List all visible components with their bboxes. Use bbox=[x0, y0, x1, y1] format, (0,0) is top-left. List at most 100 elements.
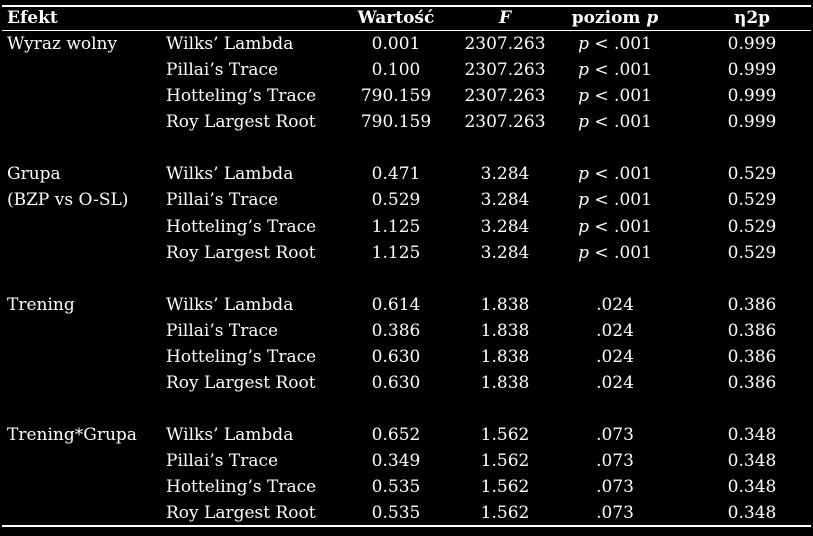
test-name: Hotteling’s Trace bbox=[166, 86, 317, 107]
p-value: .024 bbox=[596, 320, 634, 341]
p-symbol: p bbox=[578, 86, 589, 107]
header-effect: Efekt bbox=[7, 8, 58, 28]
eta-cell: 0.348 bbox=[727, 503, 777, 524]
p-cell: p < .001 bbox=[560, 190, 670, 210]
value-cell: 0.001 bbox=[371, 34, 421, 54]
p-value: .073 bbox=[596, 424, 634, 445]
f-cell: 2307.263 bbox=[464, 86, 546, 107]
p-cell: .073 bbox=[560, 503, 670, 523]
test-name: Wilks’ Lambda bbox=[166, 164, 294, 185]
eta-cell: 0.386 bbox=[727, 294, 777, 315]
test-name: Hotteling’s Trace bbox=[166, 346, 317, 367]
effect-label: Trening*Grupa bbox=[7, 424, 137, 445]
header-f: F bbox=[498, 8, 512, 28]
value-cell: 1.125 bbox=[371, 216, 421, 237]
p-value: < .001 bbox=[588, 190, 652, 211]
p-cell: p < .001 bbox=[560, 217, 670, 237]
f-cell: 3.284 bbox=[480, 190, 530, 211]
table-top-rule bbox=[2, 5, 811, 7]
eta-cell: 0.999 bbox=[727, 112, 777, 133]
test-name: Pillai’s Trace bbox=[166, 320, 279, 341]
eta-cell: 0.348 bbox=[727, 424, 777, 445]
value-cell: 0.386 bbox=[371, 320, 421, 341]
p-cell: .024 bbox=[560, 347, 670, 367]
p-symbol: p bbox=[578, 60, 589, 81]
eta-cell: 0.386 bbox=[727, 372, 777, 393]
f-cell: 1.562 bbox=[480, 451, 530, 471]
p-symbol: p bbox=[578, 242, 589, 263]
eta-cell: 0.529 bbox=[727, 242, 777, 263]
header-value: Wartość bbox=[357, 8, 435, 28]
p-cell: .024 bbox=[560, 321, 670, 341]
f-cell: 1.838 bbox=[480, 320, 530, 341]
eta-cell: 0.348 bbox=[727, 477, 777, 498]
eta-cell: 0.348 bbox=[727, 451, 777, 471]
p-symbol: p bbox=[578, 34, 589, 54]
p-cell: .073 bbox=[560, 451, 670, 471]
p-cell: .073 bbox=[560, 477, 670, 497]
test-name: Wilks’ Lambda bbox=[166, 34, 294, 54]
eta-cell: 0.529 bbox=[727, 164, 777, 185]
p-symbol: p bbox=[578, 216, 589, 237]
p-cell: p < .001 bbox=[560, 60, 670, 80]
header-eta: η2p bbox=[733, 8, 771, 28]
value-cell: 790.159 bbox=[360, 112, 432, 133]
p-value: .073 bbox=[596, 503, 634, 524]
f-cell: 2307.263 bbox=[464, 34, 546, 54]
header-p-level: poziom p bbox=[560, 8, 670, 28]
f-cell: 3.284 bbox=[480, 164, 530, 185]
p-value: < .001 bbox=[588, 60, 652, 81]
header-p-level-prefix: poziom bbox=[571, 8, 647, 28]
test-name: Wilks’ Lambda bbox=[166, 294, 294, 315]
test-name: Roy Largest Root bbox=[166, 242, 316, 263]
p-value: .024 bbox=[596, 294, 634, 315]
effect-label: (BZP vs O-SL) bbox=[7, 190, 129, 211]
test-name: Pillai’s Trace bbox=[166, 451, 279, 471]
value-cell: 0.535 bbox=[371, 503, 421, 524]
f-cell: 3.284 bbox=[480, 242, 530, 263]
p-value: .073 bbox=[596, 477, 634, 498]
f-cell: 1.562 bbox=[480, 424, 530, 445]
eta-cell: 0.999 bbox=[727, 86, 777, 107]
p-cell: .024 bbox=[560, 373, 670, 393]
f-cell: 1.838 bbox=[480, 372, 530, 393]
p-value: .073 bbox=[596, 451, 634, 471]
p-value: .024 bbox=[596, 372, 634, 393]
p-value: < .001 bbox=[588, 242, 652, 263]
p-cell: .024 bbox=[560, 295, 670, 315]
p-cell: .073 bbox=[560, 425, 670, 445]
eta-cell: 0.999 bbox=[727, 34, 777, 54]
effect-label: Wyraz wolny bbox=[7, 34, 118, 54]
value-cell: 0.630 bbox=[371, 346, 421, 367]
value-cell: 0.349 bbox=[371, 451, 421, 471]
eta-cell: 0.386 bbox=[727, 346, 777, 367]
value-cell: 0.100 bbox=[371, 60, 421, 81]
value-cell: 790.159 bbox=[360, 86, 432, 107]
f-cell: 2307.263 bbox=[464, 60, 546, 81]
test-name: Wilks’ Lambda bbox=[166, 424, 294, 445]
p-cell: p < .001 bbox=[560, 112, 670, 132]
table-bottom-rule bbox=[2, 525, 811, 527]
p-value: < .001 bbox=[588, 112, 652, 133]
value-cell: 0.614 bbox=[371, 294, 421, 315]
header-rule bbox=[2, 30, 811, 31]
p-value: .024 bbox=[596, 346, 634, 367]
p-symbol: p bbox=[578, 112, 589, 133]
eta-cell: 0.999 bbox=[727, 60, 777, 81]
test-name: Hotteling’s Trace bbox=[166, 216, 317, 237]
f-cell: 1.838 bbox=[480, 294, 530, 315]
p-cell: p < .001 bbox=[560, 164, 670, 184]
p-symbol: p bbox=[578, 164, 589, 185]
test-name: Hotteling’s Trace bbox=[166, 477, 317, 498]
f-cell: 1.562 bbox=[480, 477, 530, 498]
value-cell: 0.529 bbox=[371, 190, 421, 211]
p-symbol: p bbox=[578, 190, 589, 211]
effect-label: Grupa bbox=[7, 164, 61, 185]
eta-cell: 0.529 bbox=[727, 190, 777, 211]
test-name: Roy Largest Root bbox=[166, 112, 316, 133]
value-cell: 0.535 bbox=[371, 477, 421, 498]
p-value: < .001 bbox=[588, 86, 652, 107]
header-p-level-symbol: p bbox=[646, 8, 659, 28]
eta-cell: 0.386 bbox=[727, 320, 777, 341]
value-cell: 1.125 bbox=[371, 242, 421, 263]
